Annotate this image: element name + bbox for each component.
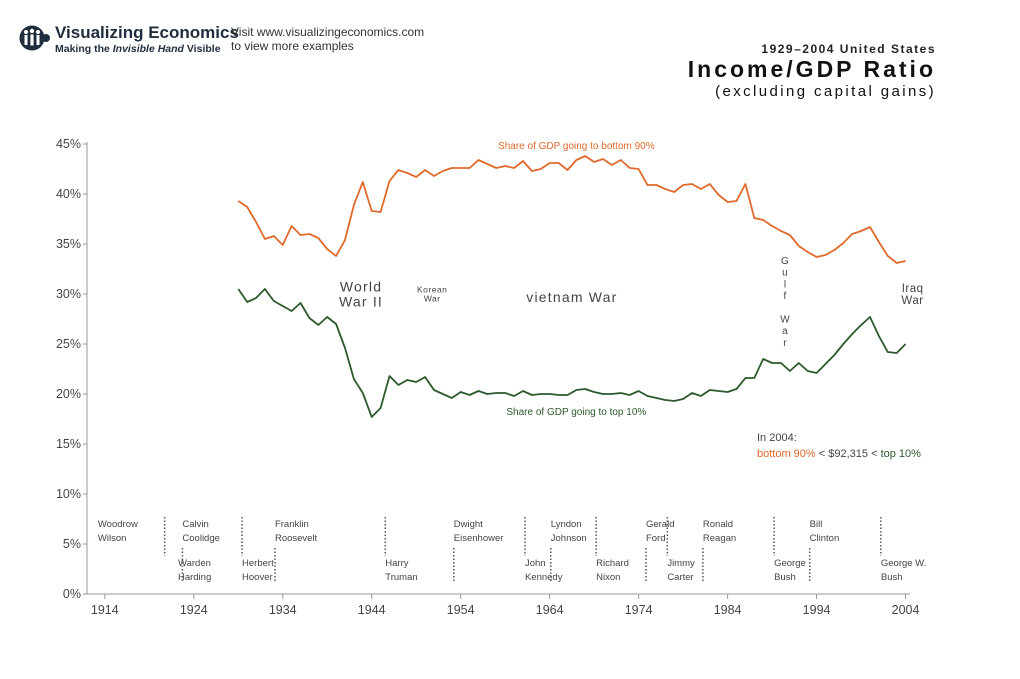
president-label: Bush	[774, 572, 796, 583]
x-tick-label: 1934	[269, 603, 297, 617]
president-label: Harding	[178, 572, 211, 583]
event-label-4: Iraq	[902, 283, 924, 295]
president-label: Wilson	[98, 533, 127, 544]
president-label: Eisenhower	[454, 533, 504, 544]
series-labels: Share of GDP going to bottom 90% Share of…	[498, 141, 655, 418]
president-label: Herbert	[242, 558, 274, 569]
chart-axes: 0% 5% 10% 15% 20% 25% 30% 35% 40% 45% 1914 1924 1934…	[56, 137, 920, 617]
president-label: Johnson	[551, 533, 587, 544]
brand-title: Visualizing Economics	[55, 23, 239, 42]
president-label: Woodrow	[98, 519, 138, 530]
president-label: Ford	[646, 533, 666, 544]
event-label-1: War	[424, 293, 441, 303]
president-label: Reagan	[703, 533, 736, 544]
event-label-2: vietnam War	[526, 289, 617, 305]
x-tick-label: 2004	[892, 603, 920, 617]
people-group-icon	[19, 25, 50, 51]
x-tick-label: 1954	[447, 603, 475, 617]
series-label-top10: Share of GDP going to top 10%	[506, 407, 646, 418]
series-line-bottom90	[237, 155, 906, 264]
note-heading: In 2004:	[757, 432, 797, 444]
note-top10: top 10%	[880, 448, 921, 460]
y-tick-label: 30%	[56, 287, 81, 301]
event-label-4: War	[901, 295, 923, 307]
president-label: Clinton	[810, 533, 840, 544]
president-label: Ronald	[703, 519, 733, 530]
event-label-3: a	[782, 326, 789, 337]
president-label: John	[525, 558, 546, 569]
y-tick-label: 45%	[56, 137, 81, 151]
president-label: Carter	[667, 572, 693, 583]
y-tick-label: 35%	[56, 237, 81, 251]
visit-line-2: to view more examples	[231, 39, 354, 53]
x-tick-label: 1944	[358, 603, 386, 617]
visit-link[interactable]: Visit www.visualizingeconomics.com to vi…	[231, 25, 424, 53]
president-label: Gerald	[646, 519, 675, 530]
event-label-1: Korean	[417, 285, 447, 295]
event-label-3: W	[780, 315, 790, 326]
president-label: George	[774, 558, 806, 569]
x-tick-label: 1914	[91, 603, 119, 617]
event-label-3: r	[783, 338, 787, 349]
x-tick-label: 1964	[536, 603, 564, 617]
president-timeline: Woodrow Wilson Warden Harding Calvin Coolidge…	[98, 517, 926, 583]
y-tick-label: 20%	[56, 387, 81, 401]
note-amount: $92,315	[828, 448, 869, 460]
event-label-0: World	[340, 279, 382, 295]
note-2004: In 2004: bottom 90% < $92,315 < top 10%	[757, 430, 921, 462]
x-tick-label: 1984	[714, 603, 742, 617]
x-tick-label: 1924	[180, 603, 208, 617]
event-label-3: l	[784, 279, 787, 290]
president-label: Calvin	[182, 519, 208, 530]
event-label-3: G	[781, 256, 790, 267]
event-label-3: f	[784, 291, 788, 302]
president-label: Hoover	[242, 572, 273, 583]
note-comparison: bottom 90% < $92,315 < top 10%	[757, 448, 921, 460]
y-tick-label: 5%	[63, 537, 81, 551]
president-label: Warden	[178, 558, 211, 569]
president-label: Lyndon	[551, 519, 582, 530]
president-label: Roosevelt	[275, 533, 318, 544]
president-label: Coolidge	[182, 533, 220, 544]
chart-title-period: 1929–2004 United States	[761, 42, 936, 56]
president-label: Kennedy	[525, 572, 563, 583]
president-label: Bill	[810, 519, 823, 530]
y-tick-label: 10%	[56, 487, 81, 501]
series-line-top10	[237, 288, 907, 418]
x-tick-label: 1994	[803, 603, 831, 617]
president-label: Richard	[596, 558, 629, 569]
event-label-0: War II	[339, 293, 383, 309]
y-tick-label: 40%	[56, 187, 81, 201]
president-label: Franklin	[275, 519, 309, 530]
y-tick-label: 25%	[56, 337, 81, 351]
x-tick-label: 1974	[625, 603, 653, 617]
president-label: Truman	[385, 572, 417, 583]
president-label: Jimmy	[667, 558, 695, 569]
president-label: Harry	[385, 558, 408, 569]
chart-title: Income/GDP Ratio	[687, 56, 936, 82]
event-label-3: u	[782, 268, 789, 279]
brand-subtitle: Making the Invisible Hand Visible	[55, 43, 221, 55]
visit-line-1[interactable]: Visit www.visualizingeconomics.com	[231, 25, 425, 39]
series-lines	[237, 155, 907, 418]
president-label: George W.	[881, 558, 926, 569]
president-label: Bush	[881, 572, 903, 583]
note-bottom90: bottom 90%	[757, 448, 816, 460]
president-label: Nixon	[596, 572, 620, 583]
series-label-bottom90: Share of GDP going to bottom 90%	[498, 141, 655, 152]
y-tick-label: 15%	[56, 437, 81, 451]
president-label: Dwight	[454, 519, 483, 530]
chart-subtitle: (excluding capital gains)	[715, 83, 936, 100]
y-tick-label: 0%	[63, 587, 81, 601]
